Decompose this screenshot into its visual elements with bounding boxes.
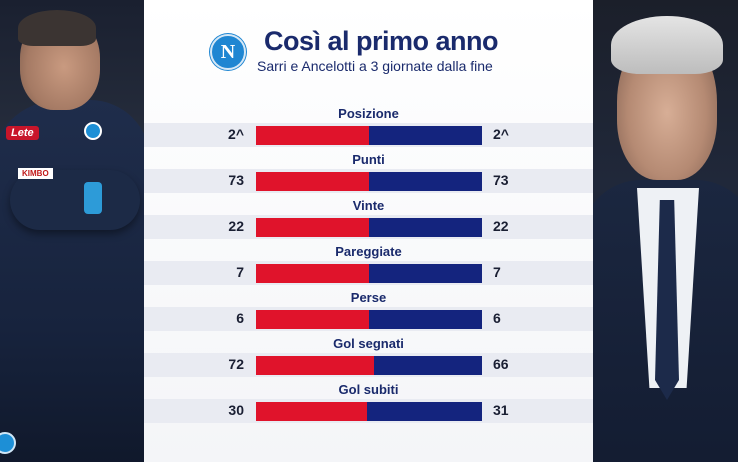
stat-bar-row: 72 66	[144, 353, 593, 377]
sponsor-kimbo-logo: KIMBO	[18, 168, 53, 179]
ancelotti-bar	[367, 402, 482, 421]
comparison-bar	[256, 402, 482, 421]
stat-bar-row: 73 73	[144, 169, 593, 193]
ancelotti-bar	[369, 264, 482, 283]
sarri-bar	[256, 402, 367, 421]
sarri-value: 72	[228, 356, 244, 372]
sarri-bar	[256, 356, 374, 375]
stat-label: Gol subiti	[338, 382, 399, 397]
ancelotti-bar	[369, 172, 482, 191]
sarri-cuff	[84, 182, 102, 214]
ancelotti-bar	[369, 218, 482, 237]
sarri-bar	[256, 172, 369, 191]
napoli-crest-icon	[84, 122, 102, 140]
ancelotti-value: 31	[493, 402, 509, 418]
ancelotti-value: 2^	[493, 126, 509, 142]
stats-panel: N Così al primo anno Sarri e Ancelotti a…	[144, 0, 593, 462]
sarri-bar	[256, 126, 369, 145]
stat-row-punti: Punti 73 73	[144, 152, 593, 198]
sarri-arms	[10, 170, 140, 230]
stat-label: Perse	[350, 290, 387, 305]
logo-letter: N	[220, 40, 236, 63]
ancelotti-bar	[369, 310, 482, 329]
napoli-crest-icon	[0, 432, 16, 454]
comparison-bar	[256, 218, 482, 237]
stat-label: Pareggiate	[335, 244, 402, 259]
stat-label: Vinte	[352, 198, 385, 213]
stat-label: Punti	[352, 152, 385, 167]
comparison-bar	[256, 310, 482, 329]
napoli-logo-icon: N	[210, 34, 246, 70]
sarri-value: 7	[236, 264, 244, 280]
stat-row-perse: Perse 6 6	[144, 290, 593, 336]
sarri-value: 73	[228, 172, 244, 188]
stat-row-vinte: Vinte 22 22	[144, 198, 593, 244]
sponsor-lete-logo: Lete	[6, 126, 39, 140]
stat-bar-row: 30 31	[144, 399, 593, 423]
stat-bar-row: 22 22	[144, 215, 593, 239]
sarri-bar	[256, 218, 369, 237]
stat-row-posizione: Posizione 2^ 2^	[144, 106, 593, 152]
ancelotti-value: 73	[493, 172, 509, 188]
sarri-value: 2^	[228, 126, 244, 142]
stat-label: Gol segnati	[333, 336, 404, 351]
ancelotti-value: 6	[493, 310, 501, 326]
page-subtitle: Sarri e Ancelotti a 3 giornate dalla fin…	[257, 58, 493, 74]
ancelotti-tie	[655, 200, 679, 400]
stat-bar-row: 2^ 2^	[144, 123, 593, 147]
ancelotti-value: 7	[493, 264, 501, 280]
sarri-bar	[256, 264, 369, 283]
comparison-bar	[256, 264, 482, 283]
sarri-bar	[256, 310, 369, 329]
ancelotti-hair	[611, 16, 723, 74]
ancelotti-value: 22	[493, 218, 509, 234]
comparison-bar	[256, 172, 482, 191]
stat-row-gol-segnati: Gol segnati 72 66	[144, 336, 593, 382]
ancelotti-bar	[369, 126, 482, 145]
ancelotti-bar	[374, 356, 482, 375]
ancelotti-photo	[593, 0, 738, 462]
sarri-body	[0, 100, 144, 462]
sarri-photo: Lete KIMBO	[0, 0, 144, 462]
stat-row-gol-subiti: Gol subiti 30 31	[144, 382, 593, 428]
stat-label: Posizione	[338, 106, 399, 121]
comparison-bar	[256, 126, 482, 145]
stat-row-pareggiate: Pareggiate 7 7	[144, 244, 593, 290]
ancelotti-value: 66	[493, 356, 509, 372]
sarri-value: 22	[228, 218, 244, 234]
page-title: Così al primo anno	[264, 26, 499, 56]
sarri-value: 6	[236, 310, 244, 326]
sarri-hair	[18, 10, 96, 46]
comparison-bar	[256, 356, 482, 375]
sarri-value: 30	[228, 402, 244, 418]
